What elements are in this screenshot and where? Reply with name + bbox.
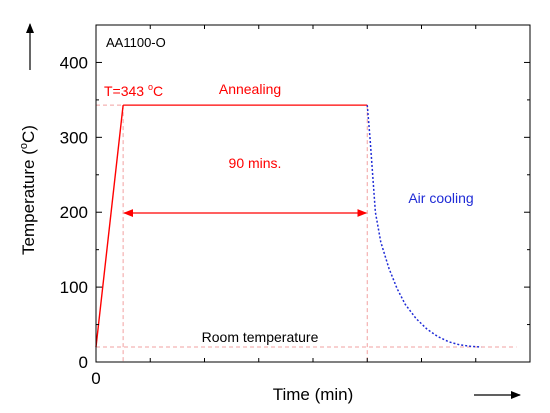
y-tick-label: 300 <box>60 128 88 147</box>
y-tick-label: 0 <box>79 353 88 372</box>
air-cooling-label: Air cooling <box>408 190 473 206</box>
temperature-value-text: T=343 <box>104 83 148 99</box>
room-temperature-label: Room temperature <box>202 329 319 345</box>
temperature-degree-sup: o <box>148 82 153 92</box>
air-cooling-line <box>366 105 482 348</box>
temperature-unit-text: C <box>153 83 163 99</box>
x-tick-label: 0 <box>91 369 100 388</box>
y-axis-title: Temperature (oC) <box>18 125 38 255</box>
y-axis-title-sup: o <box>18 143 30 149</box>
y-tick-label: 400 <box>60 53 88 72</box>
annealing-temperature-label: T=343 oC <box>104 82 163 99</box>
y-tick-label: 200 <box>60 203 88 222</box>
duration-label: 90 mins. <box>229 155 282 171</box>
axis-ticks: 0 100 200 300 400 0 <box>60 24 531 388</box>
heating-line <box>95 105 124 348</box>
y-axis-title-end: C) <box>19 125 38 143</box>
x-axis-title: Time (min) <box>273 385 354 404</box>
sample-label: AA1100-O <box>106 35 166 50</box>
y-axis-title-main: Temperature ( <box>19 149 38 255</box>
data-series <box>95 104 482 348</box>
annealing-label: Annealing <box>219 81 281 97</box>
guide-lines <box>96 104 517 362</box>
y-tick-label: 100 <box>60 278 88 297</box>
